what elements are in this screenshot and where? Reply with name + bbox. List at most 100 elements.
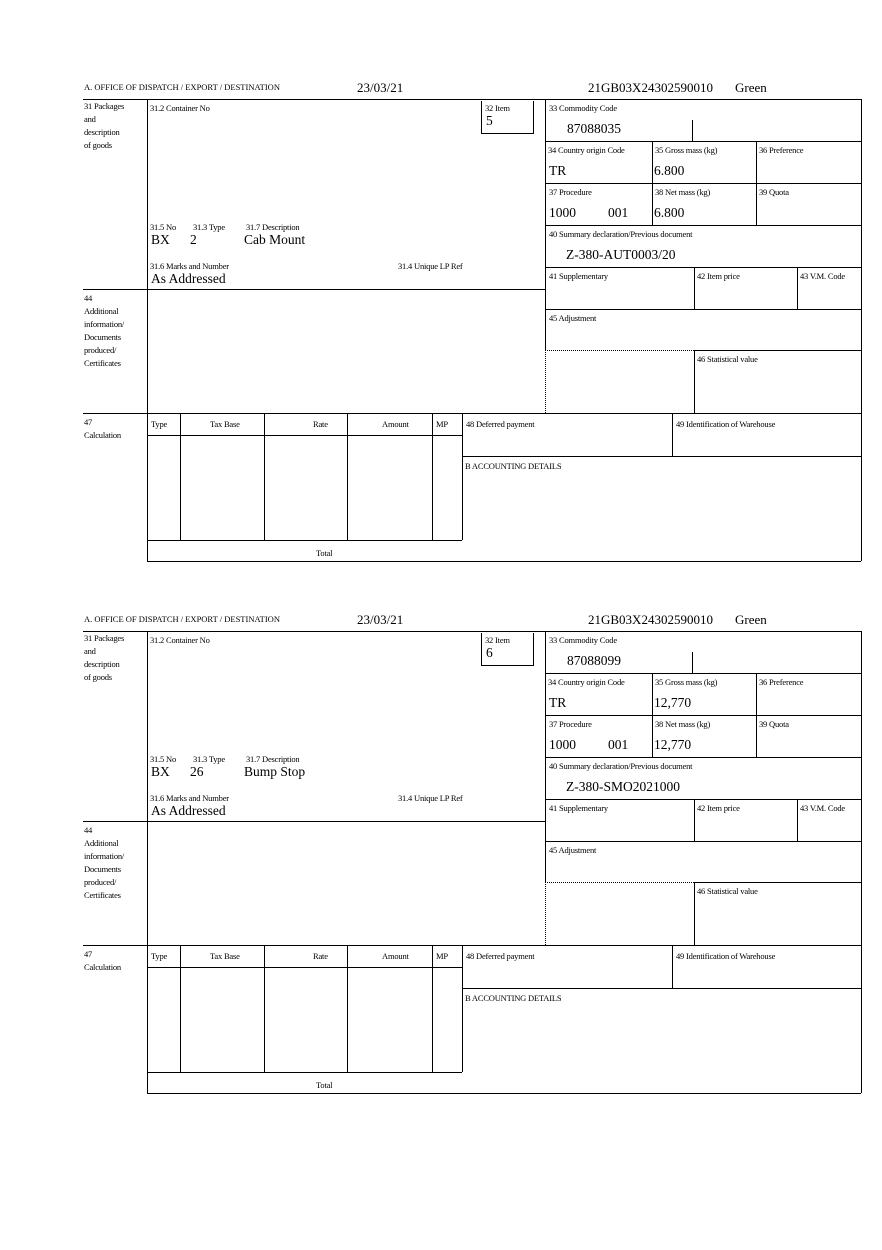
supplementary-label: 41 Supplementary xyxy=(549,271,608,281)
divider xyxy=(462,988,861,989)
divider xyxy=(797,267,798,309)
box47-label: 47 Calculation xyxy=(84,416,121,442)
label-line: description xyxy=(84,127,120,137)
declaration-reference: 21GB03X24302590010 xyxy=(588,612,713,627)
divider xyxy=(545,309,861,310)
label-line: of goods xyxy=(84,672,112,682)
divider xyxy=(545,799,861,800)
gross-mass-value: 12,770 xyxy=(654,695,692,710)
divider xyxy=(692,120,693,141)
divider xyxy=(347,413,348,540)
procedure-additional-value: 001 xyxy=(608,205,629,220)
divider xyxy=(264,945,265,1072)
summary-declaration-label: 40 Summary declaration/Previous document xyxy=(549,761,693,771)
unique-lp-ref-label: 31.4 Unique LP Ref xyxy=(398,261,463,271)
divider xyxy=(545,841,861,842)
divider xyxy=(147,631,148,1093)
quota-label: 39 Quota xyxy=(759,719,789,729)
supplementary-label: 41 Supplementary xyxy=(549,803,608,813)
label-line: Documents xyxy=(84,332,121,342)
item-no-value: 5 xyxy=(486,113,493,128)
divider xyxy=(147,1072,462,1073)
divider xyxy=(545,350,546,413)
vm-code-label: 43 V.M. Code xyxy=(800,271,845,281)
divider xyxy=(347,945,348,1072)
calc-col-type: Type xyxy=(151,419,168,429)
divider xyxy=(147,99,148,561)
net-mass-label: 38 Net mass (kg) xyxy=(655,187,711,197)
container-no-label: 31.2 Container No xyxy=(150,635,210,645)
label-line: 47 xyxy=(84,949,93,959)
label-line: Certificates xyxy=(84,890,121,900)
country-origin-value: TR xyxy=(549,163,567,178)
label-line: of goods xyxy=(84,140,112,150)
container-no-label: 31.2 Container No xyxy=(150,103,210,113)
divider xyxy=(147,540,462,541)
office-label: A. OFFICE OF DISPATCH / EXPORT / DESTINA… xyxy=(84,82,280,92)
calc-col-rate: Rate xyxy=(313,419,328,429)
divider xyxy=(694,882,861,883)
customs-declaration-item-form: A. OFFICE OF DISPATCH / EXPORT / DESTINA… xyxy=(0,610,882,1110)
marks-value: As Addressed xyxy=(151,803,226,818)
previous-document-value: Z-380-SMO2021000 xyxy=(566,779,680,794)
office-label: A. OFFICE OF DISPATCH / EXPORT / DESTINA… xyxy=(84,614,280,624)
divider xyxy=(756,673,757,757)
divider xyxy=(545,267,861,268)
pkg-no-label: 31.5 No xyxy=(150,754,176,764)
label-line: and xyxy=(84,646,96,656)
divider xyxy=(462,456,861,457)
divider xyxy=(432,413,433,540)
divider xyxy=(756,141,757,225)
label-line: information/ xyxy=(84,851,125,861)
calc-col-mp: MP xyxy=(436,951,448,961)
deferred-payment-label: 48 Deferred payment xyxy=(466,419,535,429)
country-origin-label: 34 Country origin Code xyxy=(548,677,625,687)
divider xyxy=(462,945,463,1072)
divider xyxy=(180,945,181,1072)
divider xyxy=(694,267,695,309)
divider xyxy=(533,101,534,133)
procedure-code-value: 1000 xyxy=(549,205,576,220)
divider xyxy=(545,715,861,716)
divider xyxy=(83,99,861,100)
statistical-value-label: 46 Statistical value xyxy=(697,354,758,364)
pkg-description-label: 31.7 Description xyxy=(246,754,300,764)
item-label: 32 Item xyxy=(485,103,510,113)
calc-col-rate: Rate xyxy=(313,951,328,961)
pkg-description-label: 31.7 Description xyxy=(246,222,300,232)
pkg-type-label: 31.3 Type xyxy=(193,754,225,764)
divider xyxy=(545,882,546,945)
commodity-code-label: 33 Commodity Code xyxy=(549,103,617,113)
pkg-no-value: BX xyxy=(151,232,170,247)
divider xyxy=(672,945,673,988)
divider xyxy=(545,141,861,142)
label-line: Certificates xyxy=(84,358,121,368)
label-line: Additional xyxy=(84,306,119,316)
divider xyxy=(652,141,653,225)
declaration-reference: 21GB03X24302590010 xyxy=(588,80,713,95)
divider xyxy=(83,413,861,414)
box44-label: 44 Additional information/ Documents pro… xyxy=(84,292,124,370)
adjustment-label: 45 Adjustment xyxy=(549,313,597,323)
pkg-description-value: Bump Stop xyxy=(244,764,306,779)
net-mass-value: 12,770 xyxy=(654,737,692,752)
warehouse-id-label: 49 Identification of Warehouse xyxy=(676,951,776,961)
pkg-description-value: Cab Mount xyxy=(244,232,306,247)
preference-label: 36 Preference xyxy=(759,677,804,687)
declaration-date: 23/03/21 xyxy=(357,80,404,95)
label-line: Calculation xyxy=(84,430,121,440)
marks-value: As Addressed xyxy=(151,271,226,286)
deferred-payment-label: 48 Deferred payment xyxy=(466,951,535,961)
divider xyxy=(481,133,534,134)
pkg-no-label: 31.5 No xyxy=(150,222,176,232)
unique-lp-ref-label: 31.4 Unique LP Ref xyxy=(398,793,463,803)
divider xyxy=(83,821,545,822)
gross-mass-label: 35 Gross mass (kg) xyxy=(655,677,718,687)
label-line: produced/ xyxy=(84,877,117,887)
calc-col-mp: MP xyxy=(436,419,448,429)
quota-label: 39 Quota xyxy=(759,187,789,197)
procedure-code-value: 1000 xyxy=(549,737,576,752)
country-origin-value: TR xyxy=(549,695,567,710)
accounting-details-label: B ACCOUNTING DETAILS xyxy=(465,993,562,1003)
divider xyxy=(652,673,653,757)
